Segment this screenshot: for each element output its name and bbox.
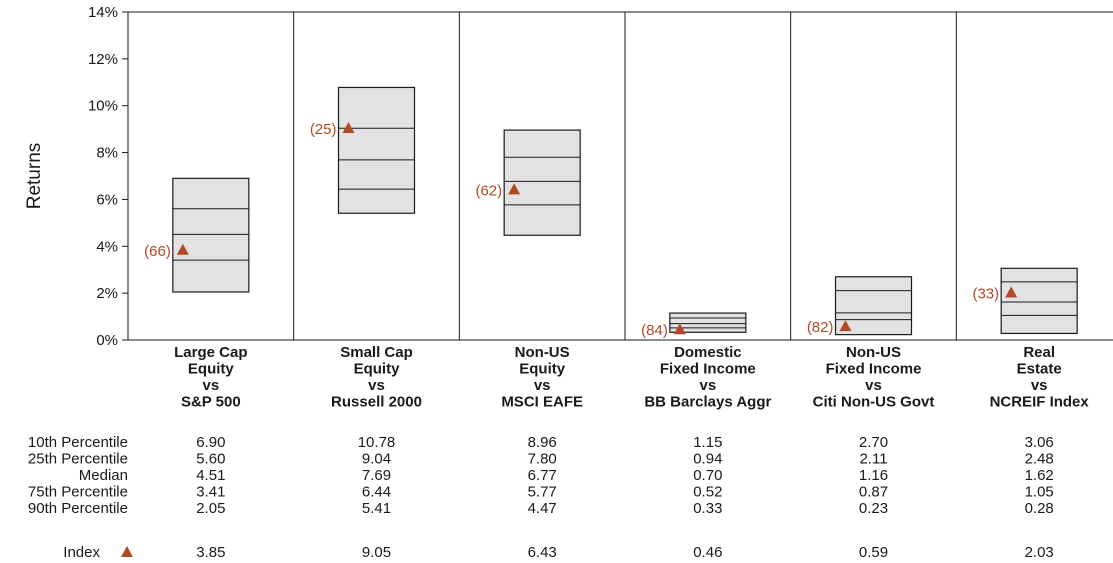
index-marker <box>508 183 521 195</box>
category-label: Equity <box>354 361 400 378</box>
category-label: Russell 2000 <box>331 394 422 411</box>
category-label: Non-US <box>515 344 570 361</box>
rank-label: (25) <box>310 121 337 138</box>
table-cell: 2.48 <box>1025 451 1054 468</box>
table-cell: 7.69 <box>362 467 391 484</box>
y-tick-label: 10% <box>88 98 118 115</box>
table-index-cell: 6.43 <box>528 544 557 561</box>
category-label: S&P 500 <box>181 394 241 411</box>
table-cell: 0.28 <box>1025 500 1054 517</box>
y-tick-label: 0% <box>96 332 118 349</box>
table-cell: 5.77 <box>528 484 557 501</box>
table-cell: 6.44 <box>362 484 391 501</box>
category-label: vs <box>1031 377 1048 394</box>
table-index-cell: 0.59 <box>859 544 888 561</box>
y-axis-label: Returns <box>24 143 45 210</box>
table-row-label: 10th Percentile <box>28 434 128 451</box>
rank-label: (66) <box>144 243 171 260</box>
table-index-cell: 9.05 <box>362 544 391 561</box>
table-cell: 3.06 <box>1025 434 1054 451</box>
table-cell: 0.70 <box>693 467 722 484</box>
category-label: Equity <box>519 361 565 378</box>
rank-label: (82) <box>807 319 834 336</box>
index-marker <box>176 243 189 255</box>
table-cell: 4.51 <box>196 467 225 484</box>
table-cell: 0.87 <box>859 484 888 501</box>
category-label: Large Cap <box>174 344 247 361</box>
category-label: Real <box>1023 344 1055 361</box>
y-tick-label: 2% <box>96 285 118 302</box>
category-label: Domestic <box>674 344 742 361</box>
table-cell: 0.23 <box>859 500 888 517</box>
table-cell: 8.96 <box>528 434 557 451</box>
percentile-box <box>172 177 250 293</box>
y-tick-label: 12% <box>88 51 118 68</box>
plot-frame <box>127 11 1113 341</box>
table-cell: 2.70 <box>859 434 888 451</box>
percentile-box <box>503 129 581 236</box>
index-marker <box>839 320 852 332</box>
percentile-box <box>1000 267 1078 335</box>
table-cell: 6.90 <box>196 434 225 451</box>
legend-index-marker <box>121 546 133 557</box>
category-label: Equity <box>188 361 234 378</box>
category-label: Estate <box>1017 361 1062 378</box>
category-label: vs <box>534 377 551 394</box>
table-cell: 1.62 <box>1025 467 1054 484</box>
category-label: vs <box>865 377 882 394</box>
table-cell: 0.52 <box>693 484 722 501</box>
table-row-label: Median <box>79 467 128 484</box>
category-label: Non-US <box>846 344 901 361</box>
y-tick-label: 6% <box>96 191 118 208</box>
index-marker <box>1005 286 1018 298</box>
table-cell: 5.41 <box>362 500 391 517</box>
y-tick-label: 8% <box>96 145 118 162</box>
y-tick-label: 4% <box>96 238 118 255</box>
rank-label: (84) <box>641 322 668 339</box>
table-cell: 1.05 <box>1025 484 1054 501</box>
category-label: MSCI EAFE <box>501 394 583 411</box>
table-cell: 4.47 <box>528 500 557 517</box>
table-cell: 10.78 <box>358 434 396 451</box>
table-cell: 1.16 <box>859 467 888 484</box>
table-index-label: Index <box>63 544 100 561</box>
category-label: vs <box>202 377 219 394</box>
table-cell: 1.15 <box>693 434 722 451</box>
rank-label: (62) <box>475 182 502 199</box>
y-tick-label: 14% <box>88 4 118 21</box>
category-label: NCREIF Index <box>990 394 1090 411</box>
table-index-cell: 3.85 <box>196 544 225 561</box>
category-label: Small Cap <box>340 344 413 361</box>
table-row-label: 90th Percentile <box>28 500 128 517</box>
table-index-cell: 2.03 <box>1025 544 1054 561</box>
category-label: vs <box>368 377 385 394</box>
table-cell: 0.33 <box>693 500 722 517</box>
rank-label: (33) <box>972 285 999 302</box>
table-cell: 6.77 <box>528 467 557 484</box>
table-row-label: 25th Percentile <box>28 451 128 468</box>
table-cell: 2.05 <box>196 500 225 517</box>
percentile-box <box>834 276 913 336</box>
table-cell: 5.60 <box>196 451 225 468</box>
index-marker <box>342 121 355 133</box>
table-cell: 9.04 <box>362 451 391 468</box>
category-label: Fixed Income <box>660 361 756 378</box>
category-label: Citi Non-US Govt <box>813 394 935 411</box>
table-cell: 3.41 <box>196 484 225 501</box>
category-label: vs <box>699 377 716 394</box>
table-cell: 7.80 <box>528 451 557 468</box>
table-row-label: 75th Percentile <box>28 484 128 501</box>
table-index-cell: 0.46 <box>693 544 722 561</box>
category-label: BB Barclays Aggr <box>644 394 771 411</box>
percentile-box <box>337 86 416 214</box>
index-marker <box>673 323 686 335</box>
category-label: Fixed Income <box>826 361 922 378</box>
table-cell: 2.11 <box>859 451 887 468</box>
table-cell: 0.94 <box>693 451 722 468</box>
